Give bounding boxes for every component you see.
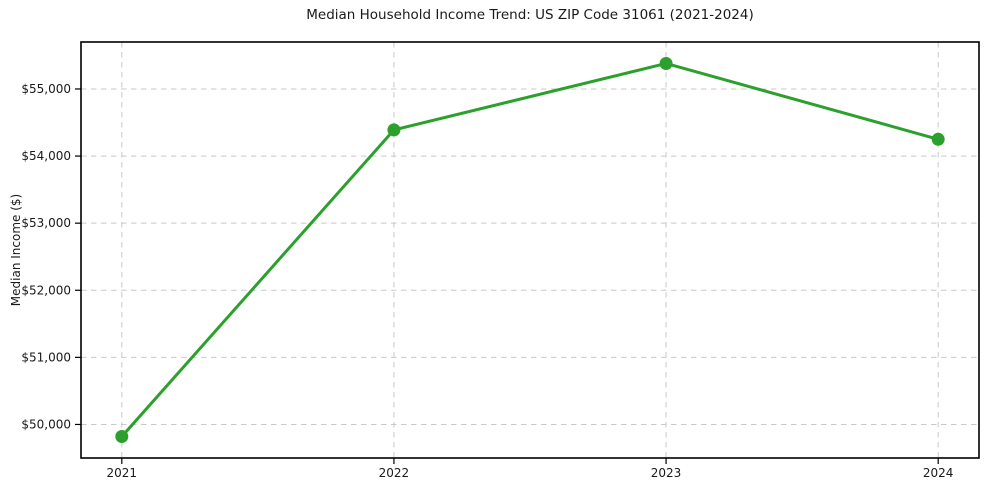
- x-tick-label: 2024: [923, 466, 954, 480]
- y-tick-label: $55,000: [21, 82, 71, 96]
- y-tick-label: $53,000: [21, 216, 71, 230]
- chart-title: Median Household Income Trend: US ZIP Co…: [306, 7, 754, 23]
- y-tick-label: $52,000: [21, 283, 71, 297]
- data-point: [931, 132, 945, 146]
- x-tick-label: 2023: [651, 466, 682, 480]
- y-tick-label: $54,000: [21, 149, 71, 163]
- y-tick-label: $50,000: [21, 417, 71, 431]
- axes-frame: [80, 41, 980, 459]
- x-tick-label: 2022: [379, 466, 410, 480]
- data-point: [115, 430, 129, 444]
- data-point: [659, 56, 673, 70]
- y-tick-label: $51,000: [21, 350, 71, 364]
- x-tick-label: 2021: [107, 466, 138, 480]
- trend-line: [120, 61, 940, 439]
- data-point: [387, 123, 401, 137]
